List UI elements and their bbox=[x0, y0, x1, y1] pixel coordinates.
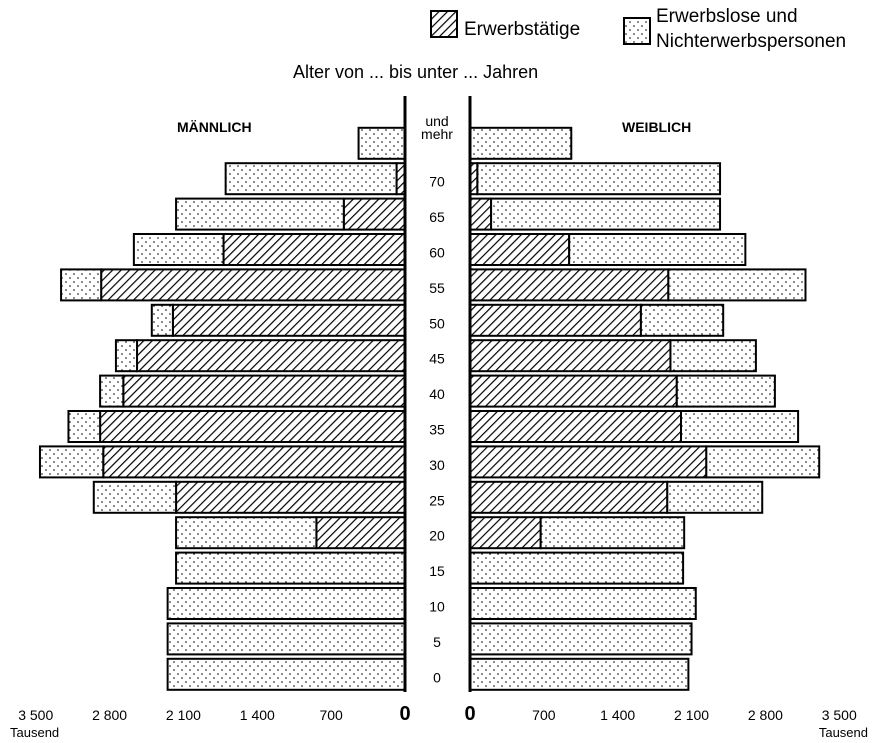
chart-subtitle: Alter von ... bis unter ... Jahren bbox=[293, 62, 538, 82]
tick-label-female-1400: 1 400 bbox=[600, 707, 635, 723]
bar-female-nonemployed-40 bbox=[675, 374, 776, 408]
bar-female-nonemployed-65 bbox=[490, 197, 722, 231]
tick-label-male-2800: 2 800 bbox=[92, 707, 127, 723]
bar-female-employed-60 bbox=[469, 233, 571, 266]
bar-female-nonemployed-55 bbox=[667, 268, 807, 302]
tick-label-male-1400: 1 400 bbox=[240, 707, 275, 723]
legend-label-nonemployed-line1: Erwerbslose und bbox=[656, 6, 798, 27]
bar-female-employed-20 bbox=[469, 516, 542, 550]
bar-female-nonemployed-10 bbox=[469, 587, 697, 620]
bar-male-employed-40 bbox=[122, 374, 406, 408]
age-label-15: 15 bbox=[429, 563, 445, 579]
bar-male-nonemployed-60 bbox=[132, 233, 225, 266]
tick-labels: 3 500 3 500 2 800 2 800 2 100 2 100 1 400 1 400… bbox=[18, 703, 857, 725]
tick-label-male-700: 700 bbox=[319, 707, 343, 723]
age-label-open-line2: mehr bbox=[421, 126, 453, 142]
bar-male-employed-20 bbox=[315, 516, 407, 550]
bar-female-employed-65 bbox=[469, 197, 493, 231]
bar-male-employed-65 bbox=[342, 197, 406, 231]
age-label-70: 70 bbox=[429, 174, 445, 190]
unit-label-left: Tausend bbox=[10, 725, 59, 740]
legend-label-nonemployed-line2: Nichterwerbspersonen bbox=[656, 31, 846, 52]
bar-male-employed-45 bbox=[136, 339, 406, 373]
bar-female-nonemployed-70 bbox=[476, 162, 722, 196]
age-label-35: 35 bbox=[429, 422, 445, 438]
age-label-0: 0 bbox=[433, 669, 441, 685]
age-label-55: 55 bbox=[429, 280, 445, 296]
bar-male-nonemployed-0 bbox=[166, 657, 406, 691]
age-label-20: 20 bbox=[429, 528, 445, 544]
bar-female-nonemployed-25 bbox=[666, 480, 764, 514]
bar-male-employed-25 bbox=[175, 480, 406, 514]
bar-male-nonemployed-70 bbox=[224, 162, 398, 196]
tick-label-female-700: 700 bbox=[532, 707, 556, 723]
tick-label-female-2800: 2 800 bbox=[748, 707, 783, 723]
age-label-60: 60 bbox=[429, 245, 445, 261]
bar-male-employed-35 bbox=[99, 410, 406, 443]
bar-female-employed-40 bbox=[469, 374, 678, 408]
bar-male-nonemployed-25 bbox=[92, 480, 178, 514]
age-label-25: 25 bbox=[429, 492, 445, 508]
bars-layer bbox=[38, 126, 821, 691]
age-labels: 0 5 10 15 20 25 30 35 40 45 50 55 60 65 70 bbox=[429, 174, 445, 686]
bar-male-nonemployed-45 bbox=[114, 339, 139, 373]
bar-male-employed-60 bbox=[222, 233, 406, 266]
bar-female-nonemployed-0 bbox=[469, 657, 690, 691]
bar-male-nonemployed-40 bbox=[99, 374, 125, 408]
bar-female-nonemployed-45 bbox=[669, 339, 757, 373]
age-label-10: 10 bbox=[429, 599, 445, 615]
bar-male-nonemployed-35 bbox=[67, 410, 102, 443]
bar-female-nonemployed-15 bbox=[469, 551, 685, 585]
bar-female-nonemployed-35 bbox=[680, 410, 800, 443]
bar-male-nonemployed-10 bbox=[166, 587, 406, 620]
tick-label-female-3500: 3 500 bbox=[822, 707, 857, 723]
bar-female-nonemployed-50 bbox=[639, 303, 725, 337]
bar-male-nonemployed-55 bbox=[60, 268, 103, 302]
legend-swatch-employed bbox=[430, 10, 458, 38]
bar-female-nonemployed-60 bbox=[568, 233, 747, 266]
tick-label-male-2100: 2 100 bbox=[166, 707, 201, 723]
bar-female-employed-25 bbox=[469, 480, 669, 514]
legend: Erwerbstätige Erwerbslose und Nichterwer… bbox=[430, 6, 846, 52]
male-label: MÄNNLICH bbox=[177, 119, 252, 135]
bar-male-nonemployed-30 bbox=[38, 445, 105, 479]
bar-female-employed-35 bbox=[469, 410, 682, 443]
female-label: WEIBLICH bbox=[622, 119, 691, 135]
bar-male-nonemployed-15 bbox=[175, 551, 406, 585]
legend-label-employed: Erwerbstätige bbox=[464, 19, 580, 40]
bar-male-nonemployed-65 bbox=[175, 197, 345, 231]
bar-female-nonemployed-30 bbox=[705, 445, 821, 479]
tick-label-female-0: 0 bbox=[464, 703, 475, 725]
bar-female-nonemployed-20 bbox=[539, 516, 686, 550]
age-label-30: 30 bbox=[429, 457, 445, 473]
legend-swatch-nonemployed bbox=[623, 17, 651, 45]
age-label-5: 5 bbox=[433, 634, 441, 650]
bar-female-employed-55 bbox=[469, 268, 670, 302]
bar-male-nonemployed-50 bbox=[150, 303, 174, 337]
bar-male-employed-30 bbox=[102, 445, 407, 479]
bar-male-nonemployed-70-und-mehr bbox=[357, 126, 406, 160]
age-label-65: 65 bbox=[429, 209, 445, 225]
tick-label-female-2100: 2 100 bbox=[674, 707, 709, 723]
age-label-45: 45 bbox=[429, 351, 445, 367]
age-label-open-line1: und bbox=[425, 113, 448, 129]
bar-male-employed-55 bbox=[100, 268, 406, 302]
tick-label-male-3500: 3 500 bbox=[18, 707, 53, 723]
bar-female-employed-50 bbox=[469, 303, 642, 337]
bar-female-nonemployed-5 bbox=[469, 622, 693, 656]
age-label-50: 50 bbox=[429, 315, 445, 331]
bar-female-employed-30 bbox=[469, 445, 708, 479]
bar-male-nonemployed-5 bbox=[166, 622, 406, 656]
bar-female-employed-45 bbox=[469, 339, 672, 373]
bar-male-nonemployed-20 bbox=[175, 516, 318, 550]
unit-label-right: Tausend bbox=[819, 725, 868, 740]
bar-male-employed-50 bbox=[171, 303, 406, 337]
age-label-40: 40 bbox=[429, 386, 445, 402]
tick-label-male-0: 0 bbox=[399, 703, 410, 725]
bar-female-nonemployed-70-und-mehr bbox=[469, 126, 573, 160]
